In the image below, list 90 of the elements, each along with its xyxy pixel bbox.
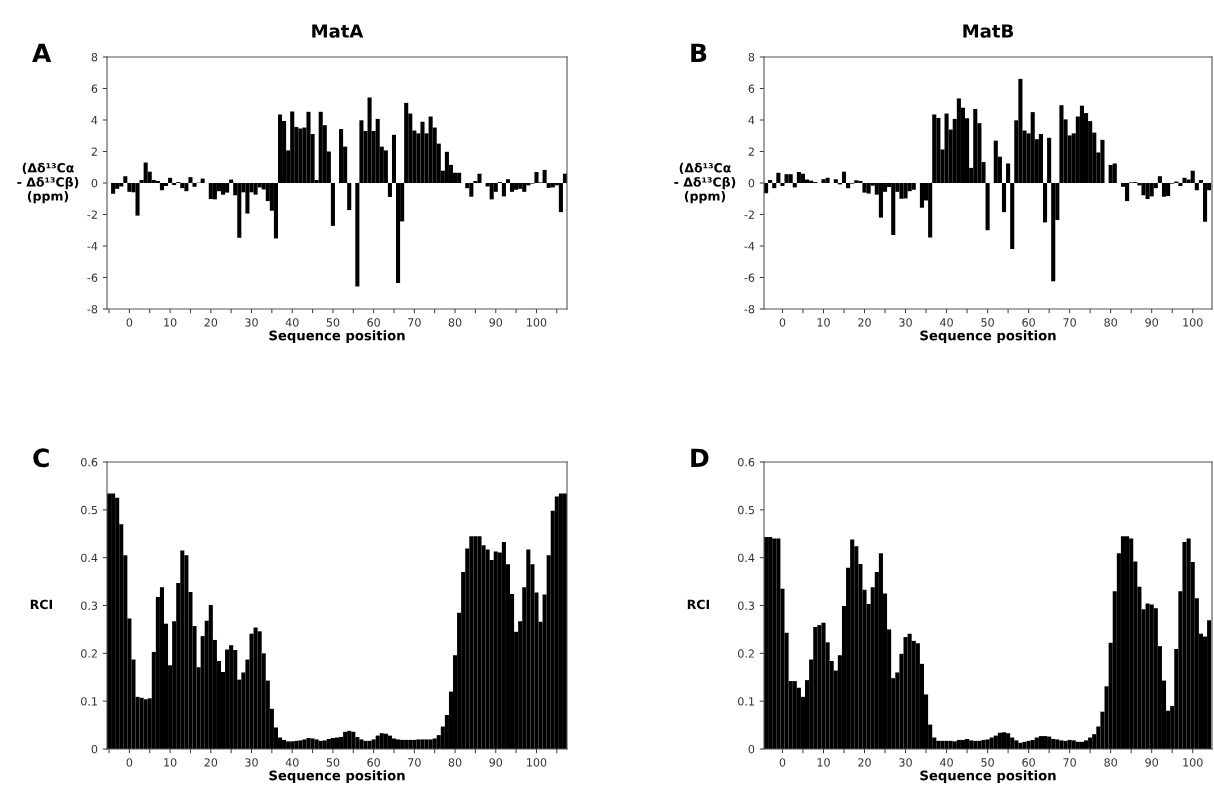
- y-tick-label: 0: [91, 744, 98, 754]
- x-tick-label: 30: [899, 318, 912, 327]
- x-tick-label: 80: [448, 318, 462, 327]
- y-tick-label: 0.5: [738, 505, 754, 515]
- y-tick-label: 0: [91, 178, 98, 188]
- x-tick-label: 100: [1183, 758, 1203, 767]
- y-tick-label: -2: [87, 210, 97, 219]
- y-tick-label: -6: [87, 273, 98, 282]
- x-tick-label: 0: [779, 758, 786, 767]
- x-tick-label: 90: [1145, 318, 1159, 327]
- x-axis-title: Sequence position: [920, 330, 1056, 343]
- x-tick-label: 0: [126, 318, 133, 327]
- x-tick-label: 70: [408, 318, 421, 327]
- x-tick-label: 100: [527, 758, 547, 767]
- x-tick-label: 50: [326, 318, 340, 327]
- x-tick-label: 100: [527, 318, 547, 327]
- y-tick-label: 0.5: [81, 505, 97, 515]
- x-tick-label: 50: [981, 758, 994, 767]
- y-tick-label: 0.3: [81, 601, 98, 610]
- y-tick-label: -2: [744, 210, 754, 219]
- y-tick-label: -8: [87, 304, 98, 314]
- chart-title: MatB: [963, 24, 1013, 38]
- x-tick-label: 10: [817, 758, 830, 767]
- x-tick-label: 60: [1022, 318, 1035, 327]
- x-tick-label: 60: [1022, 758, 1035, 767]
- y-tick-label: -4: [744, 242, 755, 251]
- y-tick-label: 0.4: [738, 553, 755, 563]
- x-tick-label: 40: [285, 318, 299, 327]
- y-tick-label: 0.3: [738, 601, 755, 610]
- y-axis-title: (Δδ¹³Cα - Δδ¹³Cβ) (ppm): [674, 162, 736, 204]
- y-tick-label: 0: [748, 744, 755, 754]
- x-axis-title: Sequence position: [920, 770, 1056, 783]
- y-tick-label: 0.1: [738, 697, 754, 706]
- x-tick-label: 20: [204, 758, 218, 767]
- text: D: [691, 448, 709, 467]
- x-tick-label: 40: [285, 758, 299, 767]
- x-tick-label: 80: [448, 758, 462, 767]
- y-tick-label: 4: [748, 116, 755, 125]
- x-tick-label: 20: [858, 758, 871, 767]
- chart-title: MatA: [312, 24, 364, 38]
- y-tick-label: 8: [91, 52, 98, 62]
- y-tick-label: 0.4: [81, 553, 98, 563]
- x-tick-label: 70: [1063, 758, 1076, 767]
- y-tick-label: 0.2: [81, 649, 97, 658]
- x-tick-label: 30: [245, 758, 258, 767]
- x-tick-label: 40: [940, 758, 953, 767]
- y-tick-label: 2: [748, 147, 754, 156]
- text: A: [32, 43, 52, 62]
- y-tick-label: 0: [748, 178, 755, 188]
- x-tick-label: 30: [899, 758, 912, 767]
- x-axis-title: Sequence position: [269, 330, 405, 343]
- y-tick-label: 6: [748, 84, 755, 93]
- x-tick-label: 50: [326, 758, 340, 767]
- x-tick-label: 10: [164, 318, 177, 327]
- x-tick-label: 40: [940, 318, 953, 327]
- y-tick-label: -8: [744, 304, 755, 314]
- x-tick-label: 70: [408, 758, 421, 767]
- text: B: [691, 43, 707, 62]
- text: C: [33, 448, 49, 468]
- x-tick-label: 90: [489, 758, 503, 767]
- x-tick-label: 0: [779, 318, 786, 327]
- x-tick-label: 10: [817, 318, 830, 327]
- x-tick-label: 30: [245, 318, 258, 327]
- y-tick-label: 8: [748, 52, 755, 62]
- x-tick-label: 0: [126, 758, 133, 767]
- y-tick-label: 0.6: [738, 457, 755, 467]
- x-axis-title: Sequence position: [269, 770, 405, 783]
- x-tick-label: 90: [1145, 758, 1159, 767]
- x-tick-label: 60: [367, 318, 380, 327]
- x-tick-label: 60: [367, 758, 380, 767]
- x-tick-label: 100: [1183, 318, 1203, 327]
- y-tick-label: -4: [87, 242, 98, 251]
- y-tick-label: 0.1: [81, 697, 97, 706]
- y-tick-label: 6: [91, 84, 98, 93]
- y-tick-label: 2: [91, 147, 97, 156]
- y-axis-title: RCI: [687, 599, 709, 610]
- x-tick-label: 80: [1104, 318, 1117, 327]
- x-tick-label: 70: [1063, 318, 1076, 327]
- y-axis-title: RCI: [30, 599, 52, 610]
- y-tick-label: -6: [744, 273, 755, 282]
- x-tick-label: 10: [164, 758, 177, 767]
- y-tick-label: 0.2: [738, 649, 754, 658]
- x-tick-label: 80: [1104, 758, 1117, 767]
- x-tick-label: 20: [204, 318, 218, 327]
- x-tick-label: 50: [981, 318, 994, 327]
- x-tick-label: 90: [489, 318, 503, 327]
- y-tick-label: 0.6: [81, 457, 98, 467]
- y-axis-title: (Δδ¹³Cα - Δδ¹³Cβ) (ppm): [17, 162, 79, 204]
- y-tick-label: 4: [91, 116, 98, 125]
- x-tick-label: 20: [858, 318, 871, 327]
